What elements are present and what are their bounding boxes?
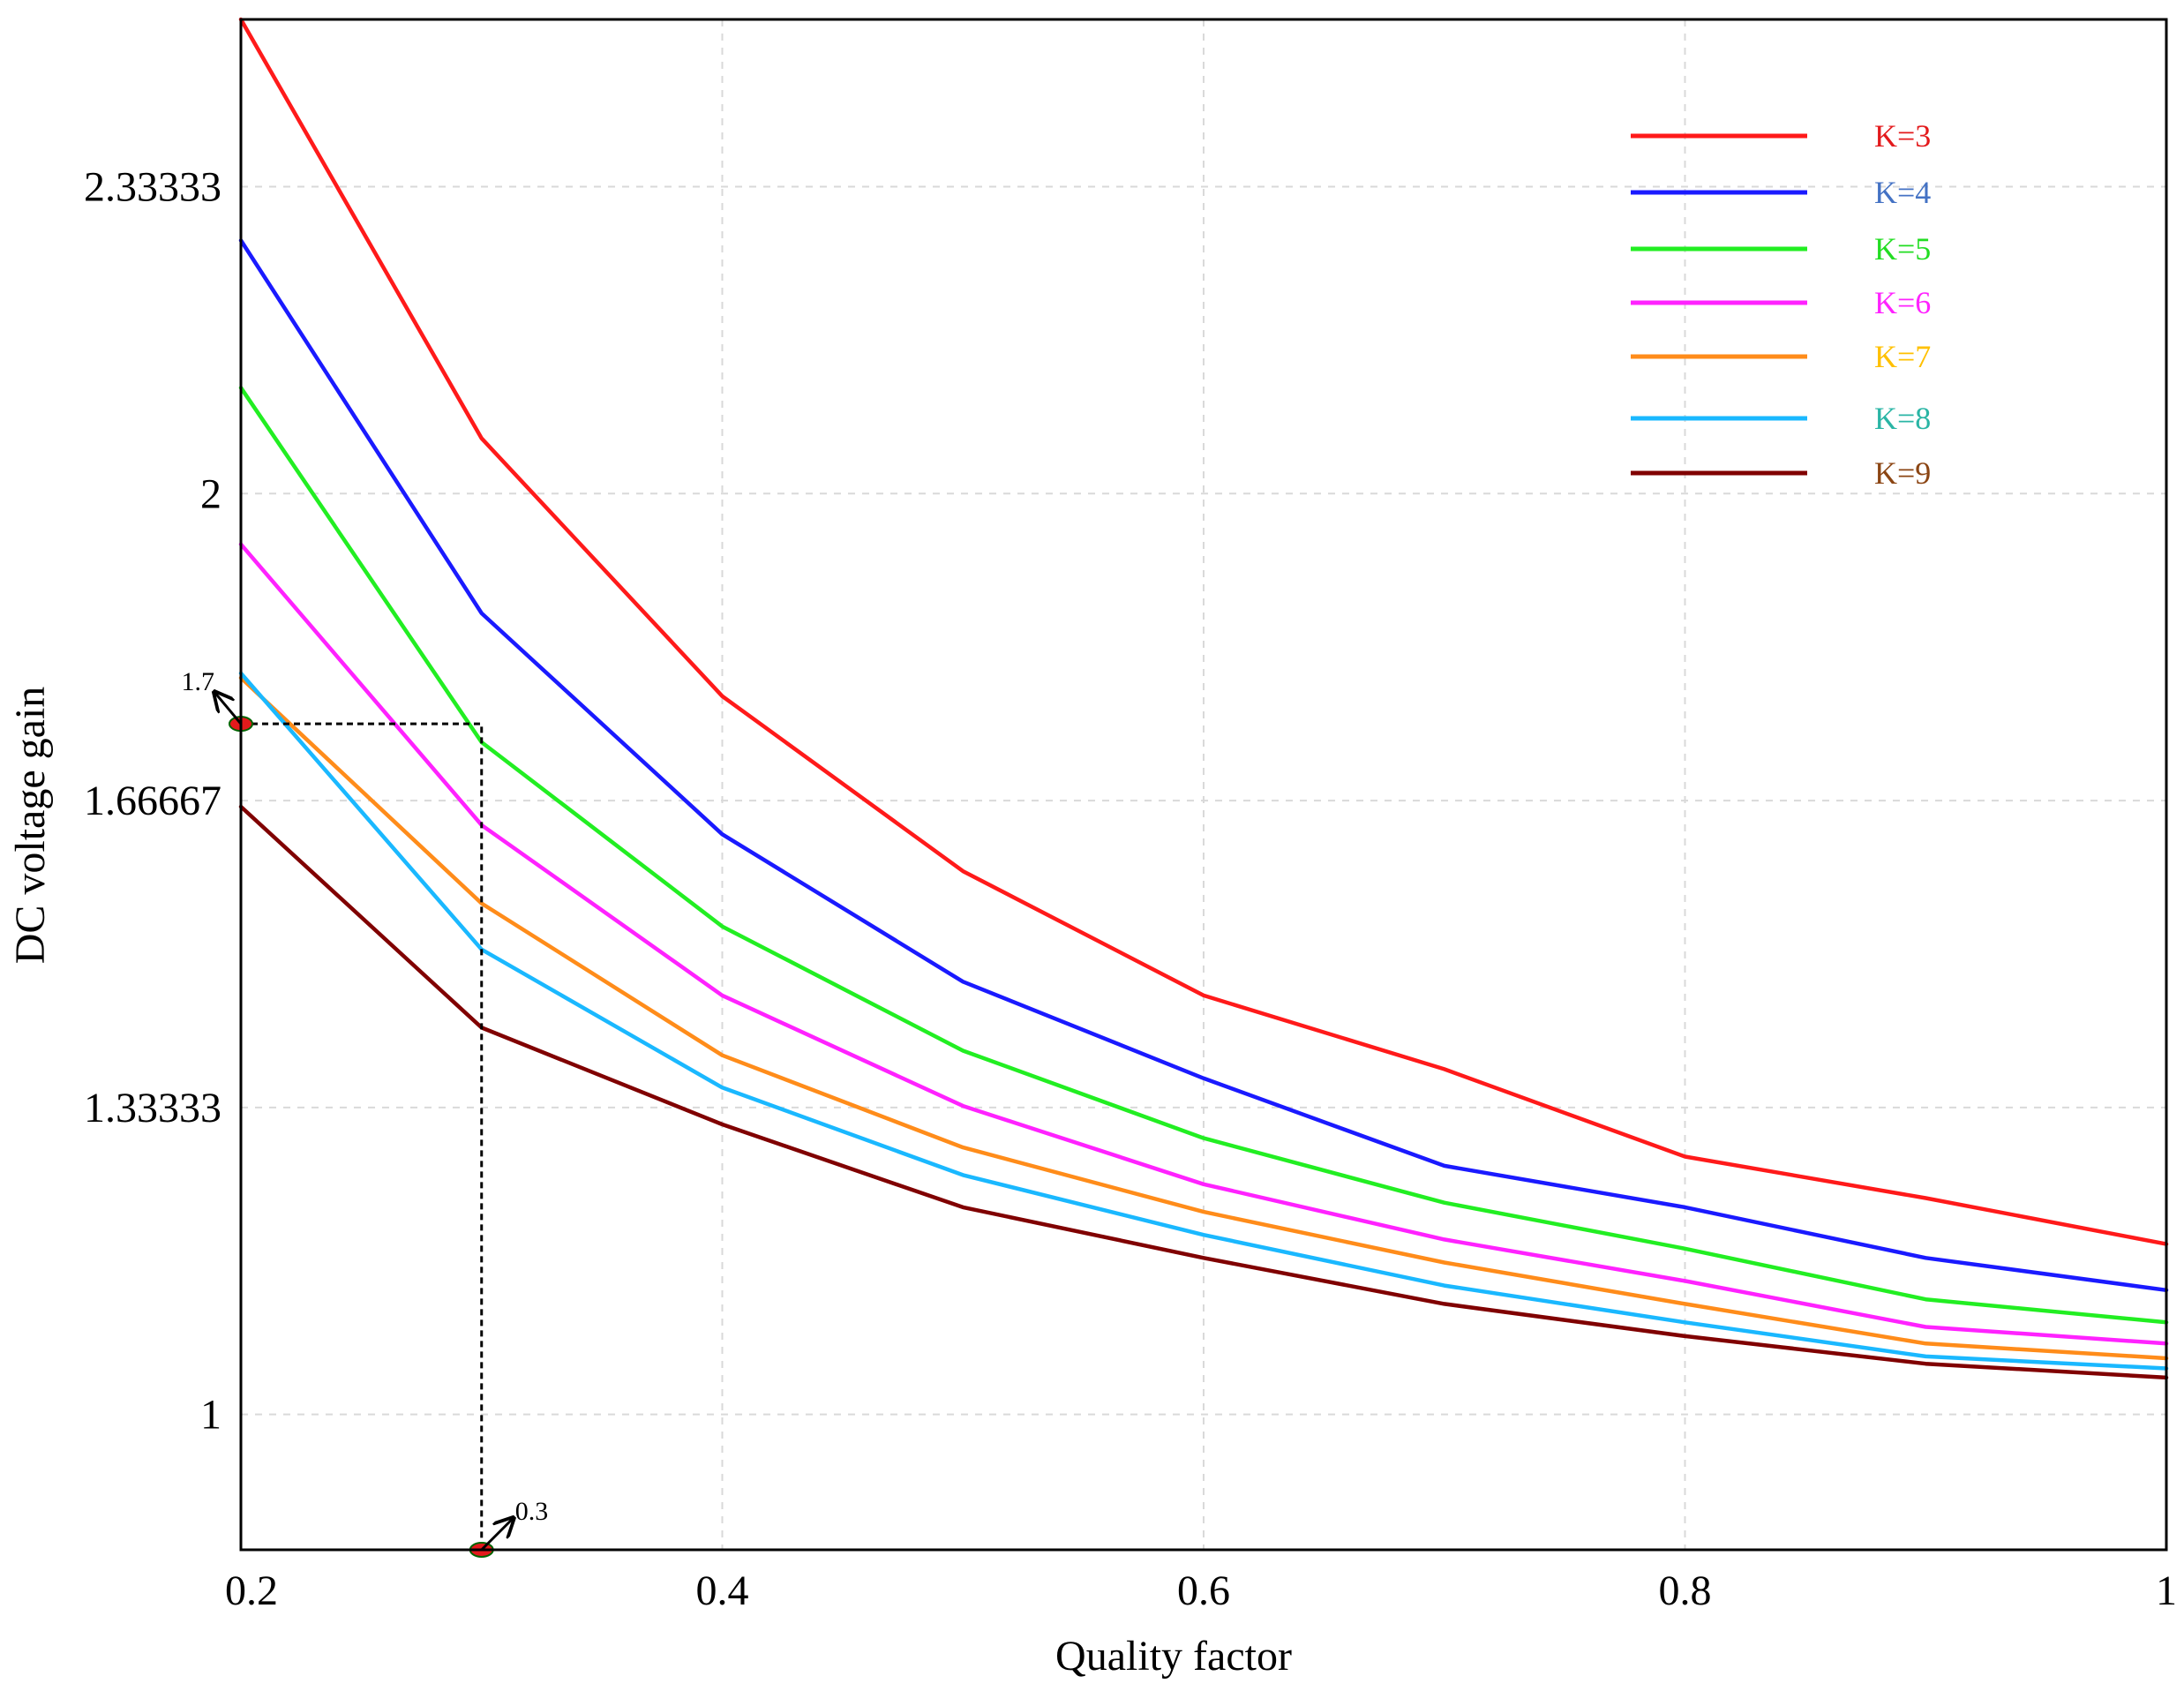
x-tick-label: 1 (2156, 1567, 2177, 1614)
annotation-label: 1.7 (182, 667, 215, 696)
guide-lines: 1.7 0.3 (182, 667, 549, 1558)
series-line-k-9 (238, 804, 2169, 1380)
series-line-k-5 (238, 386, 2169, 1325)
series-line-k-8 (238, 671, 2169, 1371)
legend-label-k-8: K=8 (1874, 401, 1931, 436)
series-line-k-6 (238, 542, 2169, 1346)
legend-label-k-6: K=6 (1874, 285, 1931, 320)
series-line-k-7 (238, 675, 2169, 1361)
x-tick-label: 0.4 (696, 1567, 749, 1614)
legend-label-k-4: K=4 (1874, 175, 1931, 210)
x-tick-label: 0.2 (225, 1567, 278, 1614)
annotation-arrow (480, 1518, 514, 1552)
tick-labels: 0.2 0.4 0.6 0.8 1 1 1.33333 1.66667 2 2.33333 (84, 164, 2177, 1614)
y-tick-label: 1.33333 (84, 1085, 221, 1131)
plot-frame (239, 18, 2168, 1552)
annotation-label: 0.3 (515, 1497, 549, 1526)
legend: K=3 K=4 K=5 K=6 K=7 K=8 K=9 (1631, 118, 1931, 491)
series-line-k-4 (238, 238, 2169, 1293)
guide-dashed-line (241, 722, 484, 1550)
annotation-arrow (214, 692, 243, 725)
legend-label-k-3: K=3 (1874, 118, 1931, 154)
y-tick-label: 2 (200, 470, 221, 517)
x-tick-label: 0.6 (1177, 1567, 1230, 1614)
legend-label-k-5: K=5 (1874, 231, 1931, 267)
series-line-k-3 (238, 17, 2169, 1246)
legend-label-k-9: K=9 (1874, 455, 1931, 491)
x-axis-title: Quality factor (1055, 1633, 1292, 1680)
y-tick-label: 2.33333 (84, 164, 221, 211)
y-tick-label: 1 (200, 1392, 221, 1439)
legend-label-k-7: K=7 (1874, 339, 1931, 374)
series-lines (238, 17, 2169, 1380)
y-tick-label: 1.66667 (84, 778, 221, 824)
y-axis-title: DC voltage gain (7, 687, 54, 965)
x-tick-label: 0.8 (1659, 1567, 1712, 1614)
